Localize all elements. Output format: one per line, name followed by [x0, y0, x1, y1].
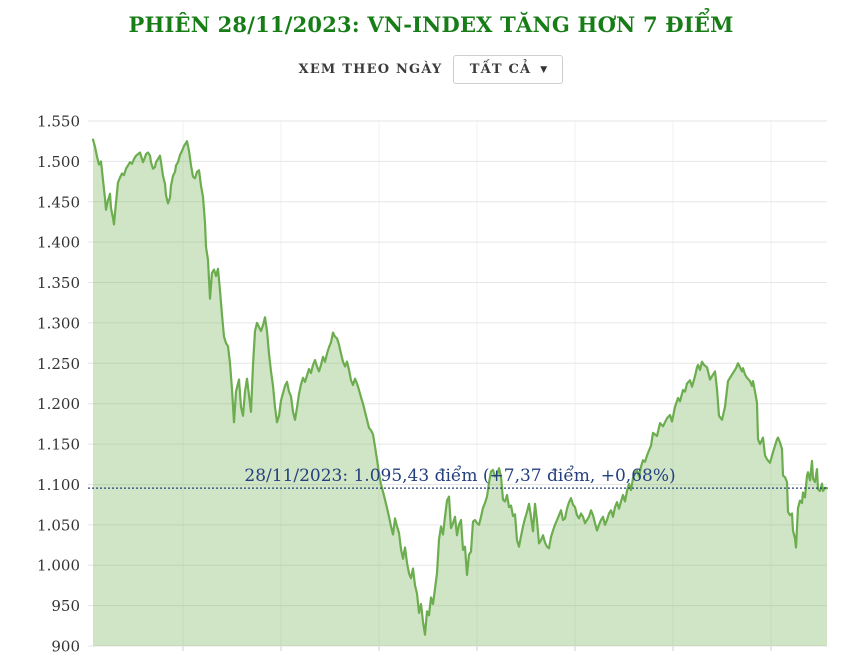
- range-dropdown-button[interactable]: TẤT CẢ ▼: [453, 55, 564, 84]
- y-axis-label: 1.100: [37, 476, 80, 494]
- y-axis-label: 1.250: [37, 355, 80, 373]
- y-axis-label: 1.300: [37, 314, 80, 332]
- y-axis-label: 1.450: [37, 193, 80, 211]
- y-axis-label: 950: [51, 597, 80, 615]
- y-axis-label: 900: [51, 638, 80, 656]
- series-line: [91, 138, 829, 636]
- area-fill: [93, 139, 827, 646]
- last-price-annotation: 28/11/2023: 1.095,43 điểm (+7,37 điểm, +…: [244, 466, 675, 486]
- y-axis-label: 1.000: [37, 557, 80, 575]
- y-axis-label: 1.550: [37, 113, 80, 131]
- chevron-down-icon: ▼: [540, 65, 548, 75]
- y-axis-label: 1.500: [37, 153, 80, 171]
- range-dropdown-value: TẤT CẢ: [469, 62, 532, 77]
- y-axis-label: 1.150: [37, 436, 80, 454]
- view-by-label: XEM THEO NGÀY: [298, 62, 443, 77]
- chart-svg[interactable]: 900 950 1.000 1.050 1.100 1.150 1.200 1.250 1.30…: [0, 100, 862, 657]
- y-axis-label: 1.350: [37, 274, 80, 292]
- y-axis-label: 1.400: [37, 234, 80, 252]
- page-title: PHIÊN 28/11/2023: VN-INDEX TĂNG HƠN 7 ĐI…: [128, 12, 734, 37]
- y-axis-label: 1.050: [37, 516, 80, 534]
- y-axis-label: 1.200: [37, 395, 80, 413]
- chart-controls: XEM THEO NGÀY TẤT CẢ ▼: [0, 55, 862, 84]
- vnindex-area-chart[interactable]: 900 950 1.000 1.050 1.100 1.150 1.200 1.250 1.30…: [0, 100, 862, 657]
